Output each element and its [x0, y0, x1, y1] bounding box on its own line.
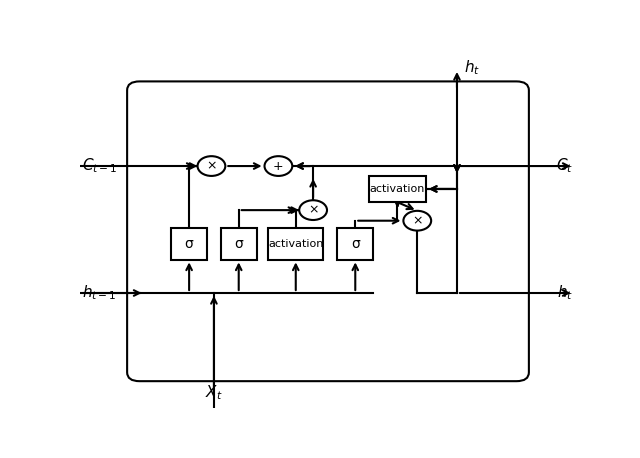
Text: $h_t$: $h_t$ — [465, 58, 481, 76]
Text: ×: × — [308, 204, 318, 217]
Text: $C_t$: $C_t$ — [556, 157, 573, 175]
Circle shape — [264, 156, 292, 176]
Text: +: + — [273, 159, 284, 173]
Text: $h_{t-1}$: $h_{t-1}$ — [83, 284, 117, 302]
Text: ×: × — [412, 214, 422, 227]
Text: σ: σ — [185, 237, 193, 251]
Bar — [221, 228, 257, 260]
Text: $h_t$: $h_t$ — [557, 284, 573, 302]
Circle shape — [403, 211, 431, 230]
Bar — [172, 228, 207, 260]
Circle shape — [198, 156, 225, 176]
FancyBboxPatch shape — [127, 82, 529, 381]
Text: σ: σ — [351, 237, 360, 251]
Text: $C_{t-1}$: $C_{t-1}$ — [83, 157, 118, 175]
Text: activation: activation — [268, 239, 323, 249]
Bar — [269, 228, 323, 260]
Text: ×: × — [206, 159, 217, 173]
Circle shape — [300, 200, 327, 220]
Bar — [369, 176, 426, 202]
Bar — [337, 228, 373, 260]
Text: $X_t$: $X_t$ — [205, 384, 223, 402]
Text: activation: activation — [370, 184, 425, 194]
Text: σ: σ — [234, 237, 243, 251]
